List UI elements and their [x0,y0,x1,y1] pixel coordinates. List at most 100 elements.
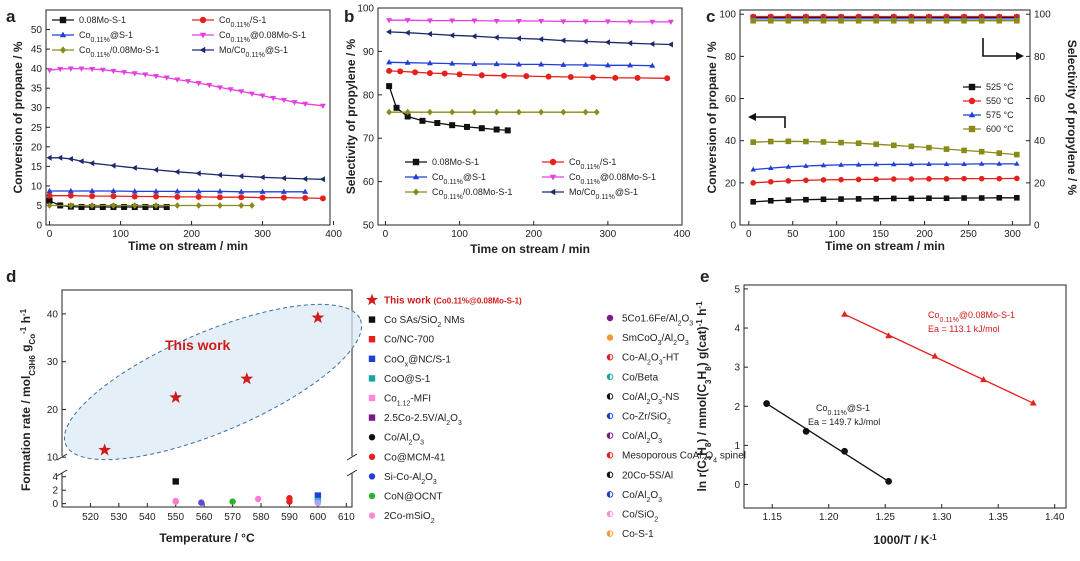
data-point [57,66,64,73]
data-point [174,193,181,200]
data-point [152,166,159,173]
data-point [1014,151,1020,158]
data-point [463,123,470,130]
data-point [1014,175,1020,182]
data-point [131,71,138,77]
panel-d-ylabel: Formation rate / molC3H6 gCo-1 h-1 [19,308,37,491]
y-tick-label-right: 100 [1034,10,1051,21]
x-tick-label: 520 [82,512,99,523]
legend-label: 0.08Mo-S-1 [79,15,126,25]
series-line [389,19,671,23]
data-point [873,161,879,167]
data-point [590,74,597,81]
data-point [785,138,792,145]
series-line [753,140,1017,156]
data-point [493,34,499,41]
data-point [280,188,287,194]
data-point [838,139,844,146]
data-point [478,125,485,132]
data-point [302,188,309,194]
panel-c-frame [739,9,1031,226]
data-point [649,41,655,48]
data-point [582,38,588,45]
y-tick-label: 80 [363,90,375,101]
data-point [978,148,985,155]
data-point [426,59,433,66]
y-tick-label: 50 [31,25,43,36]
data-point [174,188,181,194]
y-tick-label: 3 [734,363,740,374]
data-point [820,177,827,183]
data-point [319,195,326,202]
data-point [449,60,456,66]
data-point [67,187,74,194]
marker-half [607,472,610,478]
y-tick-label: 50 [363,221,375,232]
data-point [523,73,530,80]
y-tick-label: 90 [363,47,375,58]
legend-marker [59,16,67,24]
data-point [404,29,410,36]
data-point [110,162,116,169]
data-point [649,62,656,68]
data-point [750,180,756,186]
panel-d-xlabel: Temperature / °C [159,531,255,545]
data-point [259,194,266,201]
y-tick-label: 10 [31,181,43,192]
data-point [185,79,191,85]
data-point [393,104,400,111]
y-tick-label: 20 [31,142,43,153]
data-point [785,178,792,184]
data-point [841,447,848,455]
axis-break-mark [346,469,358,477]
y-tick-label: 100 [357,4,374,15]
panel-d-label: d [6,267,16,286]
data-point [545,73,552,80]
data-point [280,194,287,201]
legend-marker [606,393,614,400]
data-point [996,175,1003,182]
legend-label: Co-Zr/SiO2​ [622,412,671,426]
data-point [908,195,915,202]
data-point [67,192,74,199]
panel-b-frame [377,7,683,226]
data-point [280,97,287,104]
data-point [943,146,950,152]
marker-half [607,354,610,360]
fit-line [766,402,889,482]
data-point [767,17,774,24]
data-point [841,310,849,317]
y-tick-label: 4 [734,324,740,335]
legend-marker [606,451,614,459]
data-point [456,71,463,78]
x-tick-label: 610 [338,512,355,523]
data-point [121,204,128,211]
data-point [397,68,404,75]
y-tick-label: 30 [31,103,43,114]
data-point [404,18,411,24]
data-point [855,17,862,24]
data-point [302,195,309,202]
data-point [515,35,521,42]
y-tick-label: 25 [31,123,43,134]
x-tick-label: 150 [872,229,889,240]
panel-a: a 0 100 200 300 400 0 5 10 15 20 25 30 35 40 45 50 Time o… [6,7,342,253]
legend-marker [368,335,376,343]
data-point [195,202,202,209]
data-point [270,95,277,102]
data-point [238,173,244,180]
series-550 °C [750,175,1020,186]
legend-label: SmCoO3​/Al2​O3​ [622,333,689,347]
data-point [820,162,827,168]
legend-marker [368,316,376,323]
data-point [1029,399,1037,406]
panel-c-label: c [706,7,715,26]
panel-e-black-ea: Ea = 149.7 kJ/mol [808,417,880,427]
legend-label: Co0.11%​@0.08Mo-S-1 [219,30,306,44]
legend-label: 550 °C [986,96,1014,106]
data-point [943,195,950,202]
y-tick-label: 60 [363,177,375,188]
series-Co0.11%@S-1 [763,400,893,485]
series-600 °C sel [750,17,1020,24]
panel-b-label: b [344,7,354,26]
